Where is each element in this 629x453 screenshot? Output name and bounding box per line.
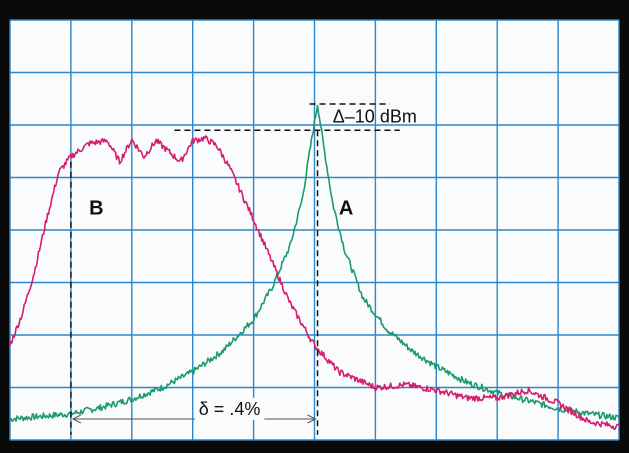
delta-level-label: Δ–10 dBm	[333, 106, 417, 126]
delta-width-label: δ = .4%	[199, 399, 261, 419]
series-line-a	[9, 104, 620, 423]
annotation-layer: Δ–10 dBm δ = .4%	[70, 103, 417, 435]
series-line-b	[9, 135, 620, 430]
delta-width-arrowhead-left	[71, 414, 82, 424]
grid	[9, 19, 620, 441]
series-label-a: A	[339, 197, 353, 219]
series-labels: B A	[89, 197, 353, 219]
delta-width-label-background	[194, 397, 265, 420]
delta-width-arrowhead-right	[307, 414, 317, 424]
series-layer	[9, 104, 620, 430]
series-label-b: B	[89, 197, 103, 219]
